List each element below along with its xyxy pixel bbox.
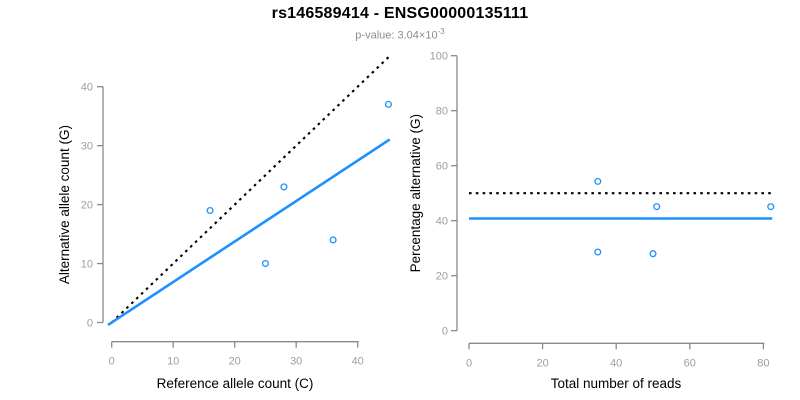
percentage-reads-scatter-plot: 0 20 40 60 80 100 0 20 40 60 80 Total number of rea…: [408, 51, 775, 391]
y-tick-label: 100: [430, 51, 448, 63]
data-point: [653, 203, 661, 211]
y-tick-label: 20: [436, 271, 448, 283]
data-point: [594, 177, 602, 185]
p-value-exponent: -3: [437, 27, 445, 36]
y-axis-title: Alternative allele count (G): [57, 125, 72, 284]
x-axis-title: Reference allele count (C): [157, 376, 314, 391]
data-point: [767, 203, 775, 211]
data-point: [384, 100, 393, 108]
x-axis-title: Total number of reads: [551, 376, 682, 391]
y-tick-label: 30: [81, 141, 93, 153]
y-tick-label: 0: [442, 326, 448, 338]
y-tick-label: 40: [436, 216, 448, 228]
p-value-text: p-value: 3.04×10: [355, 29, 438, 42]
x-tick-label: 20: [229, 356, 241, 368]
x-tick-label: 10: [167, 356, 179, 368]
figure-subtitle: p-value: 3.04×10-3: [0, 27, 800, 42]
y-tick-label: 80: [436, 106, 448, 118]
y-tick-label: 40: [81, 82, 93, 94]
data-point: [261, 260, 270, 268]
x-tick-label: 0: [109, 356, 115, 368]
data-point: [594, 248, 602, 256]
data-point: [206, 206, 214, 215]
x-tick-label: 80: [757, 357, 769, 369]
data-point: [329, 236, 337, 244]
y-tick-label: 20: [81, 199, 93, 211]
figure-title: rs146589414 - ENSG00000135111: [271, 5, 529, 22]
x-tick-label: 30: [290, 356, 302, 368]
observed-allelic-ratio-line: [107, 138, 391, 327]
y-tick-label: 0: [87, 317, 93, 329]
x-tick-label: 60: [684, 357, 696, 369]
data-point: [649, 250, 657, 258]
x-tick-label: 40: [610, 357, 622, 369]
allele-count-scatter-plot: 0 10 20 30 40 0 10 20 30 40 Reference allele count…: [57, 55, 393, 391]
expected-heterozygous-identity-line: [110, 55, 391, 324]
data-point: [280, 183, 288, 191]
y-tick-label: 60: [436, 161, 448, 173]
y-axis-title: Percentage alternative (G): [408, 114, 423, 272]
y-tick-label: 10: [81, 258, 93, 270]
x-tick-label: 20: [536, 357, 548, 369]
x-tick-label: 40: [352, 356, 364, 368]
x-tick-label: 0: [466, 357, 472, 369]
